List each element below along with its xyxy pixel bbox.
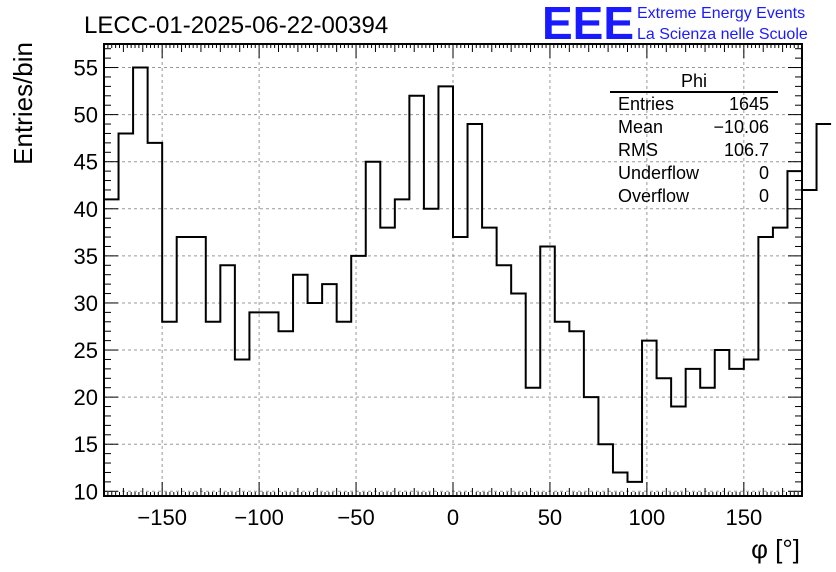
x-tick-label: 0 <box>447 505 459 530</box>
chart-title: LECC-01-2025-06-22-00394 <box>84 12 388 39</box>
stats-row-label: Underflow <box>618 163 700 183</box>
x-tick-label: −50 <box>337 505 374 530</box>
y-tick-label: 50 <box>74 103 98 128</box>
stats-row-label: Mean <box>618 117 663 137</box>
stats-row-value: 0 <box>759 163 769 183</box>
y-tick-label: 55 <box>74 56 98 81</box>
histogram-outline <box>104 66 832 483</box>
y-tick-label: 45 <box>74 150 98 175</box>
y-tick-label: 25 <box>74 338 98 363</box>
y-tick-label: 15 <box>74 432 98 457</box>
stats-row-value: −10.06 <box>713 117 769 137</box>
y-axis-title: Entries/bin <box>8 42 38 165</box>
stats-row-value: 1645 <box>729 94 769 114</box>
logo-line-2: La Scienza nelle Scuole <box>637 26 808 43</box>
x-tick-label: −100 <box>234 505 284 530</box>
logo-line-1: Extreme Energy Events <box>637 5 805 22</box>
y-tick-label: 20 <box>74 385 98 410</box>
stats-rows: Entries 1645 Mean −10.06 RMS 106.7 Underflow 0 O… <box>618 94 769 206</box>
axis-ticks <box>103 44 803 496</box>
eee-logo-mark: EEE <box>542 0 634 49</box>
y-tick-label: 40 <box>74 197 98 222</box>
stats-row-label: Overflow <box>618 186 690 206</box>
stats-row-value: 0 <box>759 186 769 206</box>
stats-row-label: RMS <box>618 140 658 160</box>
stats-box-name: Phi <box>681 71 707 91</box>
stats-box: Phi Entries 1645 Mean −10.06 RMS 106.7 Underfl… <box>610 71 778 206</box>
y-tick-label: 30 <box>74 291 98 316</box>
y-tick-label: 35 <box>74 244 98 269</box>
y-tick-labels: 10 15 20 25 30 35 40 45 50 55 <box>74 56 98 505</box>
x-tick-label: −150 <box>137 505 187 530</box>
y-tick-label: 10 <box>74 479 98 504</box>
x-tick-label: 50 <box>538 505 562 530</box>
eee-logo: EEE Extreme Energy Events La Scienza nel… <box>542 0 808 49</box>
x-axis-title: φ [°] <box>751 534 800 564</box>
stats-row-label: Entries <box>618 94 674 114</box>
x-tick-labels: −150 −100 −50 0 50 100 150 <box>137 505 762 530</box>
stats-row-value: 106.7 <box>724 140 769 160</box>
x-tick-label: 100 <box>629 505 666 530</box>
x-tick-label: 150 <box>725 505 762 530</box>
